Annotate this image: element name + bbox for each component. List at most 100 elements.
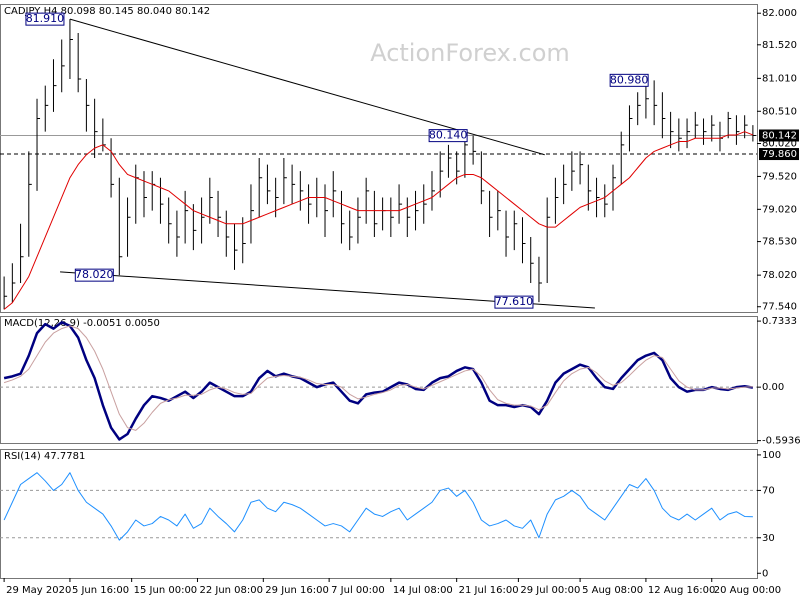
- price-bar: [159, 177, 164, 224]
- price-bar: [505, 210, 510, 257]
- y-tick-label: 81.010: [762, 73, 797, 84]
- price-bar: [209, 177, 213, 224]
- price-bar: [365, 177, 370, 224]
- annotation-label: 81.910: [26, 12, 65, 25]
- price-bar: [250, 184, 254, 244]
- price-bar: [242, 217, 246, 264]
- price-bar: [69, 19, 73, 80]
- price-bar: [234, 223, 238, 270]
- price-bar: [415, 190, 419, 231]
- rsi-panel: [0, 449, 758, 579]
- y-tick-label: 79.020: [762, 204, 797, 215]
- y-tick-label: 70: [762, 485, 775, 496]
- price-bar: [110, 138, 115, 198]
- price-bar: [497, 190, 501, 231]
- price-bar: [653, 80, 658, 126]
- price-bar: [324, 184, 329, 237]
- price-bar: [604, 184, 608, 218]
- price-bar: [266, 164, 271, 205]
- price-bar: [299, 171, 304, 211]
- price-bar: [563, 164, 567, 205]
- price-bar: [28, 151, 32, 257]
- price-bar: [670, 111, 674, 149]
- price-bar: [464, 138, 468, 178]
- y-tick-label: 0.7333: [762, 316, 797, 327]
- price-bar: [628, 105, 633, 152]
- x-tick-label: 29 Jul 00:00: [520, 585, 580, 596]
- y-tick-label: 78.530: [762, 237, 797, 248]
- price-bar: [168, 197, 172, 244]
- price-bar: [678, 118, 682, 152]
- price-bar: [447, 144, 452, 178]
- price-bar: [52, 59, 57, 112]
- price-bar: [184, 190, 189, 244]
- price-bar: [201, 197, 205, 244]
- price-bar: [571, 151, 575, 191]
- y-tick-label: 81.520: [762, 40, 797, 51]
- price-bar: [11, 263, 16, 303]
- price-bar: [513, 210, 518, 251]
- price-bar: [752, 125, 756, 142]
- price-bar: [283, 158, 287, 205]
- price-bar: [406, 197, 411, 237]
- price-label: 79.860: [762, 149, 797, 160]
- price-bar: [332, 171, 337, 218]
- price-bar: [587, 164, 592, 211]
- price-bar: [118, 177, 123, 276]
- annotation-box: [25, 12, 65, 26]
- annotation-label: 78.020: [75, 268, 114, 281]
- y-tick-label: -0.5936: [762, 436, 800, 447]
- y-tick-label: 82.000: [762, 8, 797, 19]
- price-bar: [456, 151, 460, 185]
- x-tick-label: 20 Aug 00:00: [714, 585, 781, 596]
- price-bar: [694, 111, 699, 139]
- panel-title: MACD(12,26,9) -0.0051 0.0050: [4, 318, 160, 329]
- price-bar: [612, 164, 617, 211]
- price-bar: [423, 184, 427, 224]
- price-bar: [711, 115, 715, 142]
- x-tick-label: 7 Jul 00:00: [331, 585, 385, 596]
- x-tick-label: 22 Jun 08:00: [199, 585, 263, 596]
- price-bar: [225, 210, 230, 257]
- price-bar: [127, 197, 131, 257]
- price-bar: [538, 256, 542, 303]
- price-bar: [472, 135, 477, 165]
- price-bar: [744, 115, 748, 139]
- price-bar: [554, 177, 559, 224]
- price-bar: [735, 115, 740, 145]
- price-panel: [0, 4, 758, 313]
- y-tick-label: 78.020: [762, 270, 797, 281]
- annotation-label: 77.610: [495, 295, 534, 308]
- price-bar: [258, 158, 263, 218]
- series-line: [3, 325, 753, 431]
- price-bar: [308, 184, 312, 224]
- price-bar: [620, 131, 625, 185]
- y-tick-label: 100: [762, 450, 781, 461]
- price-bar: [703, 118, 707, 145]
- x-tick-label: 5 Jun 16:00: [72, 585, 129, 596]
- annotation-label: 80.140: [429, 129, 468, 142]
- price-bar: [20, 223, 24, 284]
- annotation-label: 80.980: [610, 73, 649, 86]
- x-tick-label: 15 Jun 00:00: [134, 585, 198, 596]
- price-box: [759, 129, 799, 142]
- price-bar: [373, 190, 378, 237]
- y-tick-label: 80.020: [762, 139, 797, 150]
- x-tick-label: 29 May 2020: [6, 585, 71, 596]
- x-tick-label: 5 Aug 08:00: [582, 585, 643, 596]
- y-tick-label: 0: [762, 568, 768, 579]
- annotation-box: [494, 295, 534, 309]
- price-label: 80.142: [762, 130, 797, 141]
- price-bar: [143, 171, 147, 218]
- y-tick-label: 0.00: [762, 382, 784, 393]
- macd-panel: [0, 316, 758, 444]
- price-bar: [176, 210, 180, 257]
- panel-title: CADJPY,H4 80.098 80.145 80.040 80.142: [4, 6, 210, 17]
- price-bar: [521, 217, 526, 264]
- price-bar: [192, 204, 197, 251]
- annotation-box: [609, 73, 649, 87]
- price-box: [759, 148, 799, 161]
- price-bar: [579, 151, 584, 185]
- price-bar: [36, 98, 41, 191]
